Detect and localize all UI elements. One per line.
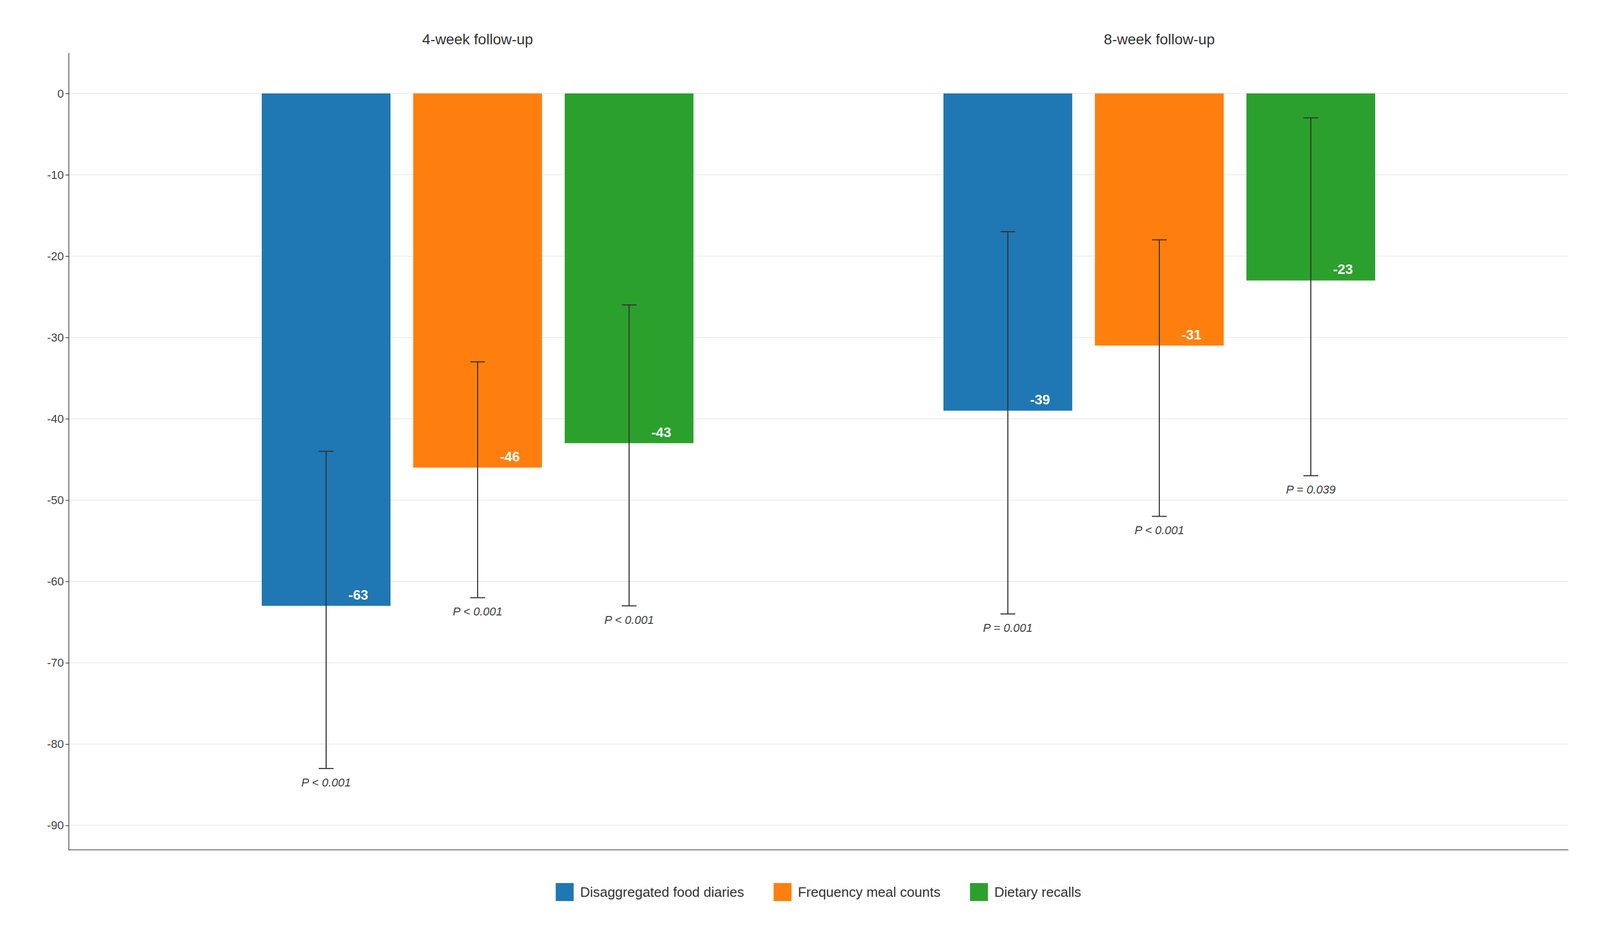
y-tick-label: -70 xyxy=(46,655,64,670)
p-value: P = 0.001 xyxy=(983,621,1033,635)
grid-line xyxy=(68,743,1569,745)
y-tick: -60 xyxy=(46,574,69,588)
data-label: -46 xyxy=(499,448,520,465)
y-tick-label: -10 xyxy=(46,168,64,182)
plot: 0 -10 -20 -30 -40 -50 -60 -70 -80 -90 4-week follo… xyxy=(46,31,1569,851)
y-tick-mark xyxy=(65,581,69,583)
error-cap-high xyxy=(1151,239,1167,241)
legend-label: Frequency meal counts xyxy=(797,883,941,900)
error-cap-high xyxy=(1303,117,1319,119)
legend: Disaggregated food diaries Frequency meal… xyxy=(555,882,1082,901)
y-tick-label: -20 xyxy=(46,249,64,263)
grid-line xyxy=(68,824,1569,826)
error-bars xyxy=(318,117,1319,769)
error-bar xyxy=(1310,117,1312,476)
y-tick: -40 xyxy=(46,412,69,426)
y-tick-label: -30 xyxy=(46,330,64,345)
y-tick-mark xyxy=(65,418,69,419)
error-cap-low xyxy=(318,767,334,769)
error-cap-high xyxy=(318,450,334,452)
legend-swatch xyxy=(969,882,988,901)
y-tick-label: 0 xyxy=(57,87,64,101)
p-value: P < 0.001 xyxy=(452,604,503,618)
y-tick: -80 xyxy=(46,737,69,751)
x-tick: 8-week follow-up xyxy=(1103,31,1215,48)
error-bar xyxy=(325,451,327,769)
y-tick: -70 xyxy=(46,655,69,670)
y-tick-mark xyxy=(65,174,69,176)
y-tick: -10 xyxy=(46,168,69,182)
y-tick: -20 xyxy=(46,249,69,263)
legend-item: Dietary recalls xyxy=(969,882,1082,901)
y-tick-mark xyxy=(65,499,69,501)
legend-item: Disaggregated food diaries xyxy=(555,882,745,901)
error-cap-low xyxy=(470,596,485,598)
p-value: P < 0.001 xyxy=(604,613,654,627)
y-axis-line xyxy=(68,53,70,851)
category-label: 4-week follow-up xyxy=(422,31,533,48)
grid xyxy=(68,93,1569,826)
error-cap-low xyxy=(1000,613,1016,615)
y-tick-label: -60 xyxy=(46,574,64,588)
legend-item: Frequency meal counts xyxy=(773,882,941,901)
marks xyxy=(261,93,1376,769)
y-tick-mark xyxy=(65,337,69,338)
data-label: -43 xyxy=(651,424,672,441)
x-tick: 4-week follow-up xyxy=(422,31,533,48)
legend-swatch xyxy=(555,882,574,901)
y-tick-label: -80 xyxy=(46,737,64,751)
y-tick: -90 xyxy=(46,818,69,832)
y-tick: -50 xyxy=(46,493,69,507)
p-value: P < 0.001 xyxy=(1134,523,1185,537)
legend-label: Dietary recalls xyxy=(994,883,1082,900)
y-tick-label: -90 xyxy=(46,818,64,832)
data-label: -23 xyxy=(1332,261,1354,278)
error-bar xyxy=(477,362,479,598)
x-axis: 4-week follow-up 8-week follow-up xyxy=(422,31,1215,48)
data-label: -39 xyxy=(1030,391,1051,408)
category-label: 8-week follow-up xyxy=(1103,31,1215,48)
y-tick-label: -40 xyxy=(46,412,64,426)
chart: 0 -10 -20 -30 -40 -50 -60 -70 -80 -90 4-week follo… xyxy=(0,0,1600,929)
error-cap-low xyxy=(1151,515,1167,517)
y-tick-mark xyxy=(65,255,69,257)
annotations: -63 -39 -46 -31 -43 -23 P < 0.001 P = 0.001 P < … xyxy=(301,261,1354,789)
error-cap-high xyxy=(1000,231,1016,233)
y-axis: 0 -10 -20 -30 -40 -50 -60 -70 -80 -90 xyxy=(46,53,69,851)
error-bar xyxy=(1007,231,1009,614)
data-label: -63 xyxy=(348,586,369,603)
y-tick-mark xyxy=(65,744,69,745)
p-value: P = 0.039 xyxy=(1286,482,1336,497)
y-tick: -30 xyxy=(46,330,69,345)
error-cap-low xyxy=(1303,474,1319,476)
y-tick-mark xyxy=(65,662,69,664)
legend-swatch xyxy=(773,882,792,901)
error-cap-high xyxy=(470,361,485,363)
legend-label: Disaggregated food diaries xyxy=(579,883,745,900)
grid-line xyxy=(68,662,1569,663)
error-cap-low xyxy=(621,605,637,607)
error-bar xyxy=(628,305,630,606)
y-tick: 0 xyxy=(57,87,69,101)
y-tick-mark xyxy=(65,93,69,94)
error-bar xyxy=(1158,239,1160,517)
y-tick-label: -50 xyxy=(46,493,64,507)
y-tick-mark xyxy=(65,825,69,826)
data-label: -31 xyxy=(1181,326,1202,343)
p-value: P < 0.001 xyxy=(301,775,351,789)
error-cap-high xyxy=(621,304,637,306)
x-axis-line xyxy=(68,849,1569,851)
